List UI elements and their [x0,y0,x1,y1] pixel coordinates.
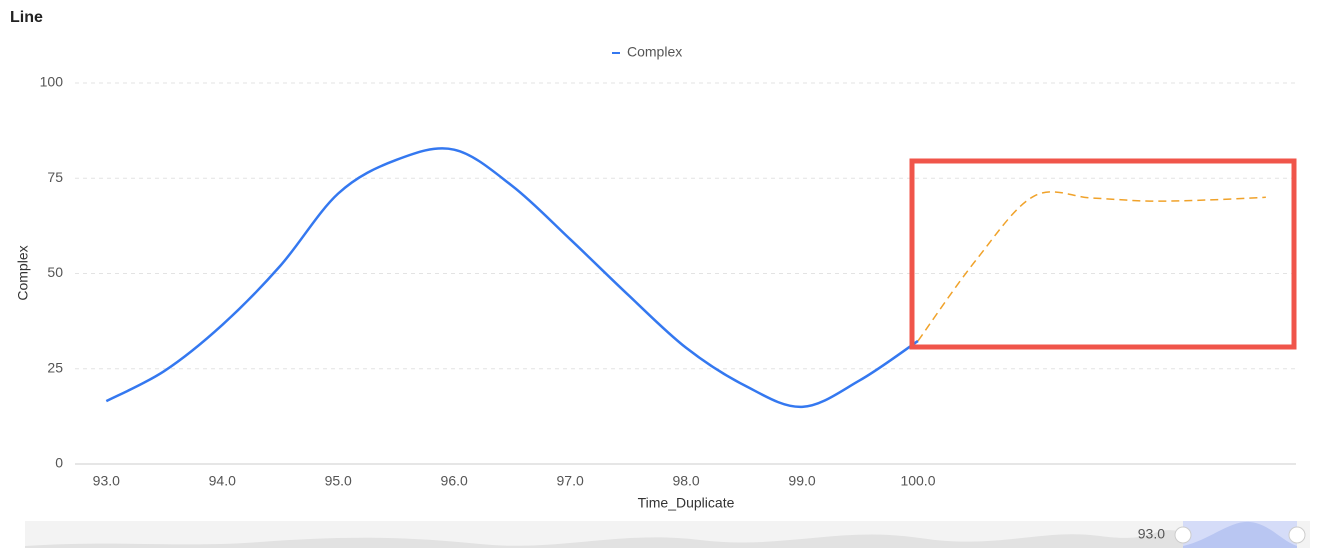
x-tick-label: 94.0 [209,473,236,489]
highlight-box [909,158,1297,350]
zoom-label: 93.0 [1138,526,1165,542]
x-tick-label: 97.0 [557,473,584,489]
zoom-handle[interactable] [1288,526,1306,544]
data-zoom[interactable]: 93.0 [25,521,1310,548]
zoom-selection-preview [1183,521,1297,548]
x-tick-label: 98.0 [672,473,699,489]
chart-title: Line [10,9,43,26]
x-tick-label: 100.0 [900,473,935,489]
legend-label: Complex [627,44,682,60]
zoom-handle[interactable] [1174,526,1192,544]
y-tick-label: 100 [40,74,64,90]
x-tick-label: 93.0 [93,473,120,489]
y-axis-title: Complex [15,245,31,300]
line-series [105,147,919,409]
x-tick-label: 95.0 [325,473,352,489]
y-tick-label: 0 [55,455,63,471]
x-axis-title: Time_Duplicate [638,495,735,511]
line-series [917,191,1266,342]
zoom-preview [25,530,1183,548]
x-tick-label: 96.0 [441,473,468,489]
y-tick-label: 75 [47,169,63,185]
x-tick-label: 99.0 [788,473,815,489]
y-tick-label: 50 [47,264,63,280]
y-tick-label: 25 [47,359,63,375]
